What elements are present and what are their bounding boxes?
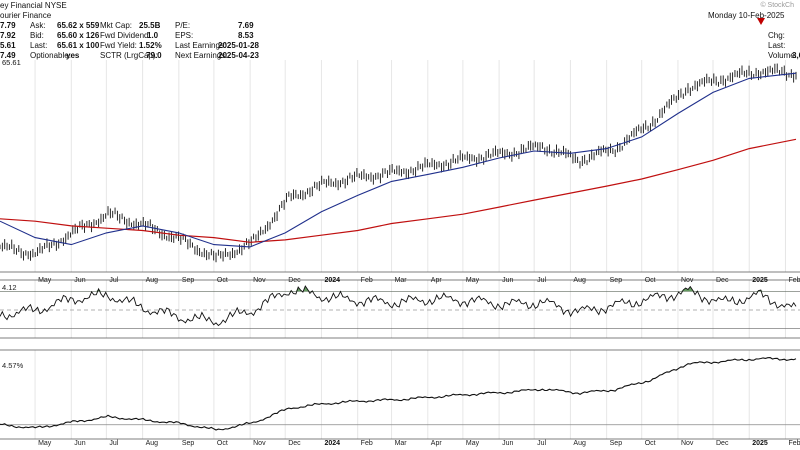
x-tick-label: May [466,277,480,284]
watermark-logo: © StockCh [760,2,794,9]
next-earnings-label: Next Earnings: [175,51,228,60]
volume-value: 3,6 [792,51,800,60]
volume-label: Volume: [768,51,797,60]
security-title: ey Financial NYSE [0,1,67,10]
eps-label: EPS: [175,31,194,40]
rsi-panel-label: 4.12 [2,283,17,292]
x-tick-label: Apr [431,440,443,447]
date-label: Monday 10-Feb-2025 [708,11,785,20]
eps-value: 8.53 [238,31,254,40]
next-earnings-value: 2025-04-23 [218,51,259,60]
x-tick-label: Jul [109,440,118,447]
x-tick-label: 2025 [752,277,768,284]
x-tick-label: Jun [74,440,85,447]
x-tick-label: May [38,277,52,284]
low-value: 5.61 [0,41,16,50]
x-tick-label: Aug [146,277,159,284]
ask-value: 65.62 x 559 [57,21,100,30]
performance-line [0,357,797,431]
x-tick-label: May [38,440,52,447]
x-tick-label: Feb [788,440,800,447]
x-tick-label: Dec [288,277,301,284]
x-tick-label: 2024 [324,440,340,447]
x-axis-ticks-upper: May Jun Jul Aug Sep Oct Nov Dec 2024 Feb Mar Apr May… [38,277,800,284]
chg-label: Chg: [768,31,785,40]
sctr-label: SCTR (LrgCap): [100,51,158,60]
pe-label: P/E: [175,21,191,30]
x-tick-label: May [466,440,480,447]
performance-panel-label: 4.57% [2,361,24,370]
x-tick-label: Nov [681,440,694,447]
prev-close-value: 7.49 [0,51,16,60]
x-tick-label: Oct [645,440,656,447]
fwd-yield-label: Fwd Yield: [100,41,137,50]
sma200-line [0,138,797,243]
right-last-label: Last: [768,41,786,50]
mktcap-label: Mkt Cap: [100,21,133,30]
price-line-label: 65.61 [2,58,21,67]
x-tick-label: Mar [395,277,408,284]
bid-value: 65.60 x 126 [57,31,100,40]
x-tick-label: Sep [182,440,195,447]
x-tick-label: Jul [537,440,546,447]
last-earnings-value: 2025-01-28 [218,41,259,50]
x-tick-label: Feb [361,277,373,284]
optionable-label: Optionable: [30,51,71,60]
x-tick-label: Dec [716,440,729,447]
mktcap-value: 25.5B [139,21,161,30]
x-tick-label: Oct [645,277,656,284]
optionable-value: yes [66,51,80,60]
bid-label: Bid: [30,31,44,40]
x-tick-label: Sep [610,277,623,284]
x-tick-label: Aug [573,440,586,447]
x-tick-label: Nov [681,277,694,284]
price-bars [0,63,797,263]
fwd-dividend-label: Fwd Dividend: [100,31,151,40]
x-tick-label: Oct [217,277,228,284]
x-tick-label: Feb [788,277,800,284]
x-tick-label: 2024 [324,277,340,284]
x-tick-label: Dec [716,277,729,284]
performance-panel [0,357,797,431]
x-tick-label: Dec [288,440,301,447]
high-value: 7.92 [0,31,16,40]
x-tick-label: Jun [502,277,513,284]
rsi-overbought-fill [0,286,796,292]
last-value: 65.61 x 100 [57,41,100,50]
chart-grid [0,60,800,440]
last-earnings-label: Last Earnings: [175,41,227,50]
x-tick-label: Aug [146,440,159,447]
x-tick-label: Sep [610,440,623,447]
sma50-line [0,72,797,248]
x-tick-label: Nov [253,277,266,284]
x-tick-label: Jun [502,440,513,447]
x-tick-label: Jul [537,277,546,284]
x-tick-label: Jul [109,277,118,284]
fwd-yield-value: 1.52% [139,41,162,50]
open-value: 7.79 [0,21,16,30]
security-subtitle: ourier Finance [0,11,52,20]
x-tick-label: Oct [217,440,228,447]
x-tick-label: Aug [573,277,586,284]
rsi-line [0,285,797,327]
x-tick-label: Apr [431,277,443,284]
rsi-panel [0,285,797,327]
x-tick-label: Feb [361,440,373,447]
quote-header: ey Financial NYSE ourier Finance Monday … [0,0,800,67]
down-arrow-icon [757,18,765,25]
x-tick-label: Sep [182,277,195,284]
fwd-dividend-value: 1.0 [147,31,159,40]
x-tick-label: Mar [395,440,408,447]
x-axis-ticks-lower: May Jun Jul Aug Sep Oct Nov Dec 2024 Feb Mar Apr May… [38,440,800,447]
pe-value: 7.69 [238,21,254,30]
x-tick-label: Jun [74,277,85,284]
sctr-value: 79.0 [146,51,162,60]
x-tick-label: 2025 [752,440,768,447]
ask-label: Ask: [30,21,46,30]
x-tick-label: Nov [253,440,266,447]
last-label: Last: [30,41,48,50]
